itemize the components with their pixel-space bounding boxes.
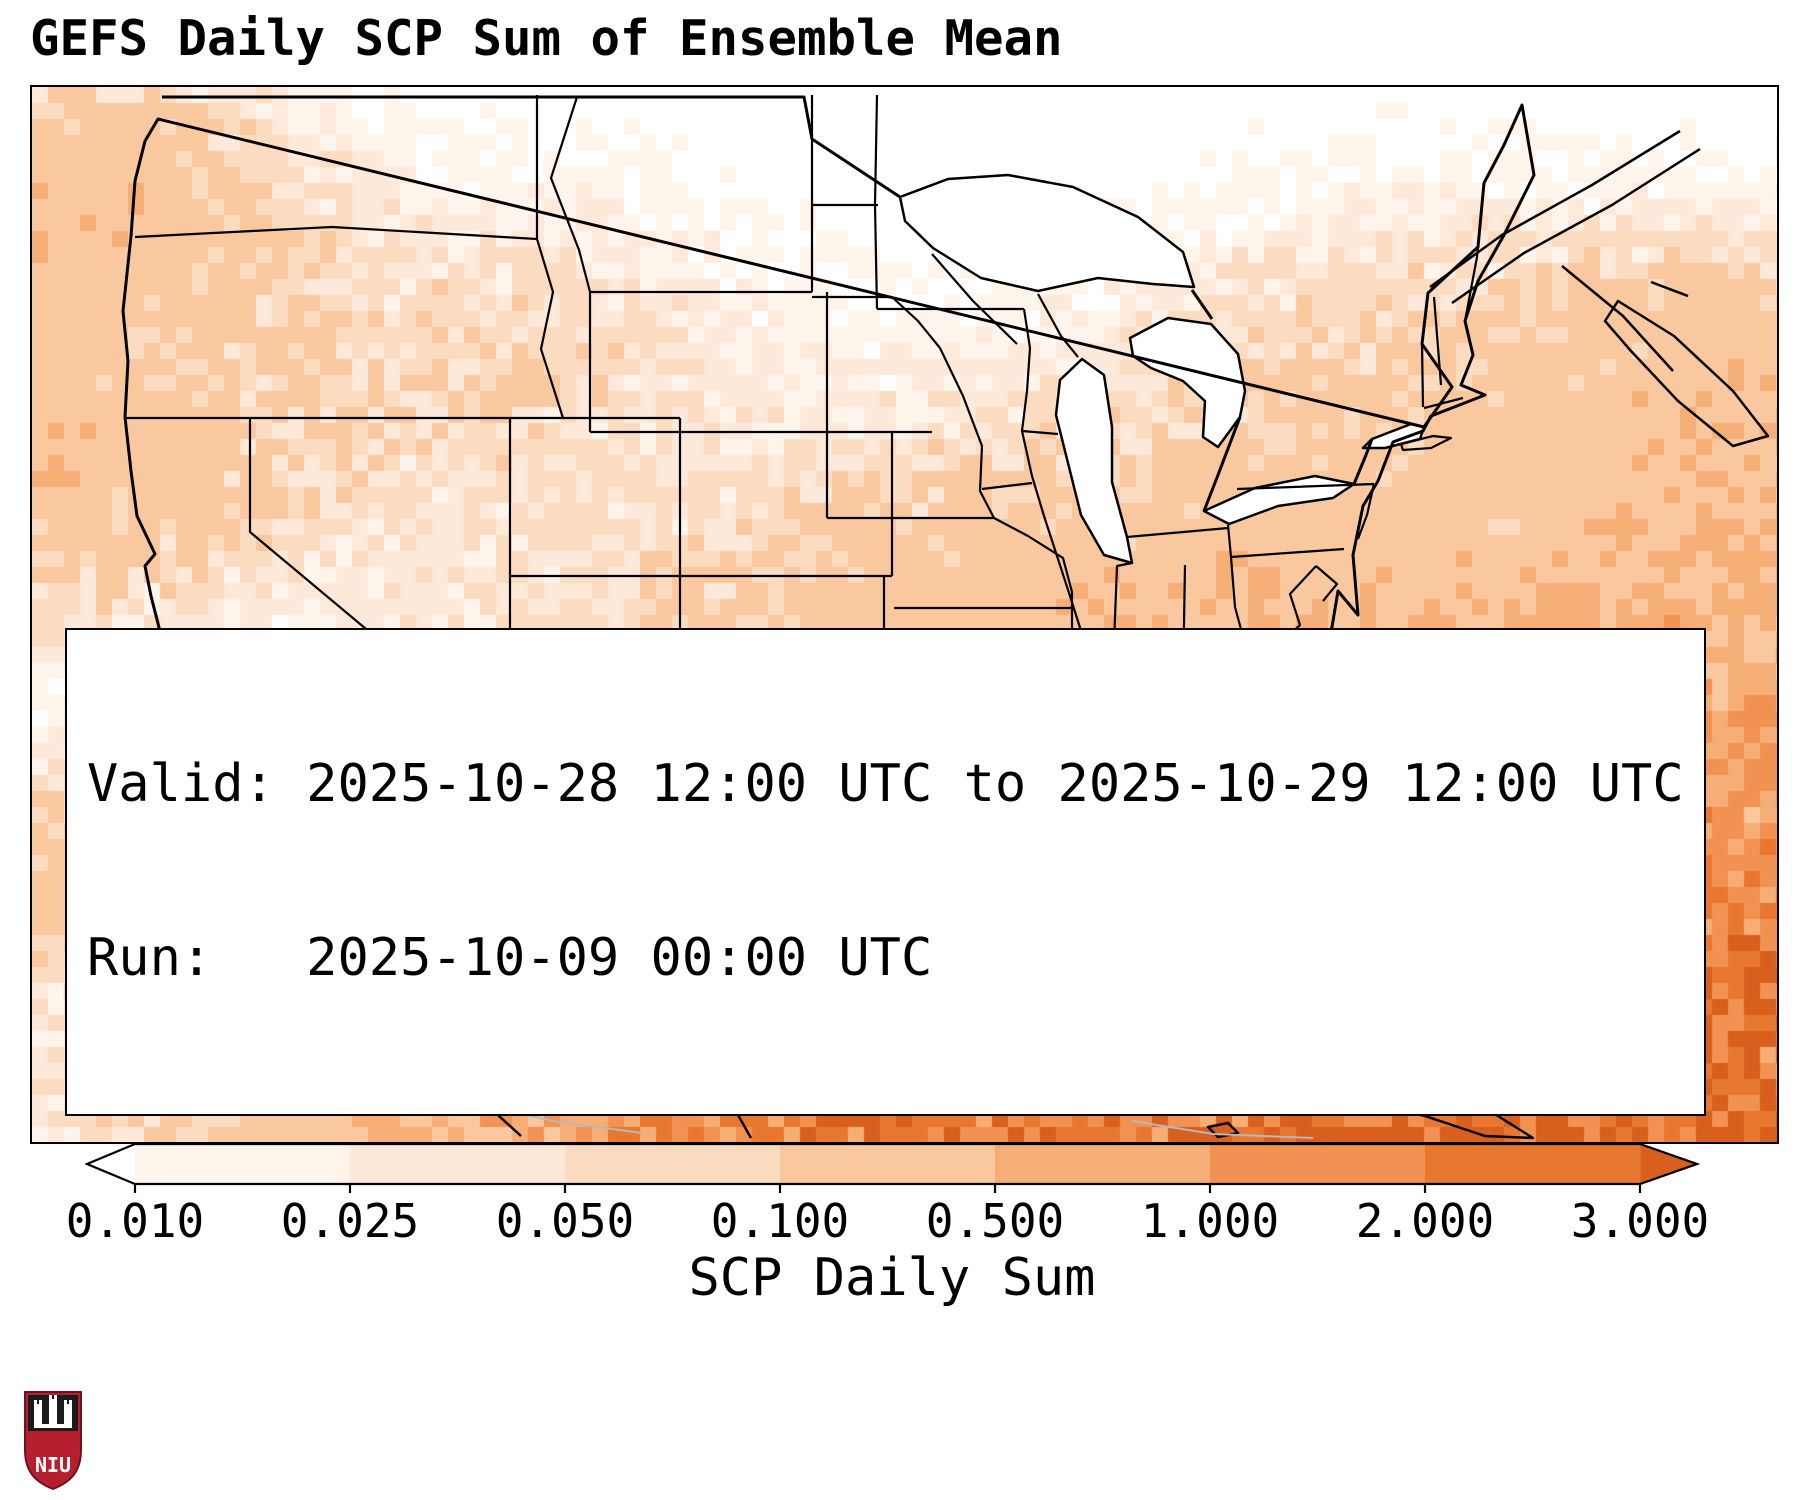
run-time-text: Run: 2025-10-09 00:00 UTC xyxy=(87,928,933,989)
colorbar xyxy=(84,1142,1701,1196)
niu-logo: NIU xyxy=(24,1391,82,1491)
great-lakes xyxy=(898,173,1426,565)
colorbar-tick-label: 0.025 xyxy=(280,1194,420,1248)
colorbar-under-arrow xyxy=(87,1144,135,1184)
us-basemap xyxy=(121,94,1770,1140)
lake-michigan xyxy=(1054,357,1134,565)
colorbar-tick-label: 0.050 xyxy=(495,1194,635,1248)
colorbar-tick-label: 2.000 xyxy=(1355,1194,1495,1248)
colorbar-segment xyxy=(995,1144,1211,1184)
canada-coastline xyxy=(1429,129,1770,448)
colorbar-segment xyxy=(1425,1144,1641,1184)
colorbar-segment xyxy=(1210,1144,1426,1184)
valid-time-text: Valid: 2025-10-28 12:00 UTC to 2025-10-2… xyxy=(87,753,1684,814)
lake-huron xyxy=(1128,316,1247,449)
colorbar-over-arrow xyxy=(1640,1144,1697,1184)
colorbar-segment xyxy=(350,1144,566,1184)
colorbar-segment xyxy=(565,1144,781,1184)
colorbar-segment xyxy=(780,1144,996,1184)
castle-icon xyxy=(34,1395,72,1428)
colorbar-tick-label: 0.100 xyxy=(710,1194,850,1248)
colorbar-tick-label: 3.000 xyxy=(1570,1194,1710,1248)
lake-erie xyxy=(1202,474,1356,526)
validity-box: Valid: 2025-10-28 12:00 UTC to 2025-10-2… xyxy=(65,628,1706,1116)
us-coastline xyxy=(121,95,1536,1018)
niu-logo-text: NIU xyxy=(35,1453,71,1477)
figure-title: GEFS Daily SCP Sum of Ensemble Mean xyxy=(30,10,1063,67)
colorbar-bar xyxy=(84,1142,1701,1193)
colorbar-tick-label: 0.010 xyxy=(65,1194,205,1248)
map-panel: Valid: 2025-10-28 12:00 UTC to 2025-10-2… xyxy=(30,85,1779,1144)
lake-superior xyxy=(898,173,1196,293)
colorbar-tick-label: 1.000 xyxy=(1140,1194,1280,1248)
colorbar-tick-label: 0.500 xyxy=(925,1194,1065,1248)
colorbar-label: SCP Daily Sum xyxy=(688,1248,1096,1308)
colorbar-segment xyxy=(135,1144,351,1184)
